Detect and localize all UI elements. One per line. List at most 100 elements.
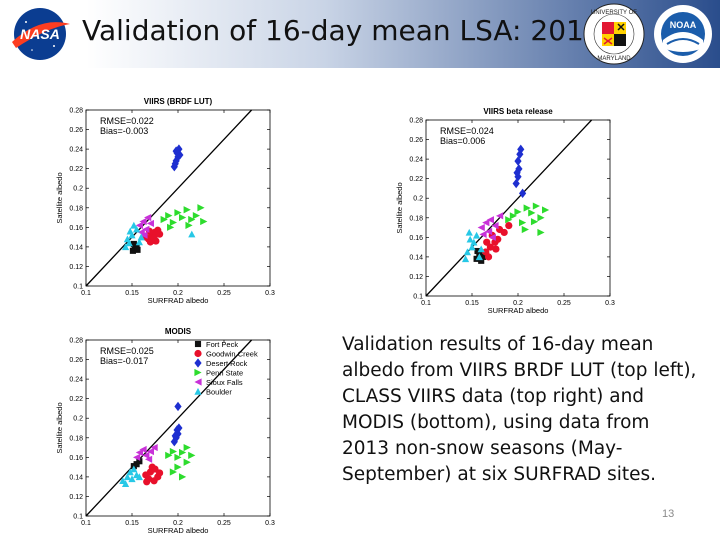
plot-area [425, 119, 611, 297]
data-point [486, 216, 494, 224]
y-tick-label: 0.28 [69, 108, 83, 115]
data-point [505, 216, 513, 224]
data-point [174, 463, 182, 471]
data-point [134, 246, 141, 253]
y-tick-label: 0.18 [69, 435, 83, 442]
y-tick-label: 0.16 [69, 455, 83, 462]
y-tick-label: 0.16 [69, 225, 83, 232]
legend-label: Goodwin Creek [206, 350, 258, 359]
legend-label: Boulder [206, 388, 232, 397]
legend-marker [194, 387, 202, 395]
y-tick-label: 0.14 [69, 474, 83, 481]
data-point [156, 469, 164, 477]
y-tick-label: 0.22 [69, 396, 83, 403]
x-tick-label: 0.25 [217, 290, 231, 297]
data-point [188, 215, 196, 224]
data-point [496, 212, 504, 220]
data-point [136, 458, 143, 465]
data-point [171, 431, 179, 441]
figure-caption: Validation results of 16-day mean albedo… [342, 334, 697, 485]
data-point [479, 230, 487, 238]
series-goodwin-creek [142, 463, 164, 486]
data-point [150, 443, 158, 452]
series-fort-peck [129, 240, 141, 254]
y-tick-label: 0.26 [409, 137, 423, 144]
legend-marker [194, 368, 202, 377]
data-point [128, 231, 136, 239]
y-tick-label: 0.26 [69, 357, 83, 364]
data-point [483, 238, 491, 246]
data-point [144, 455, 153, 463]
x-axis-label: SURFRAD albedo [148, 526, 209, 535]
page-number: 13 [662, 508, 675, 520]
data-point [133, 453, 141, 461]
data-point [150, 477, 158, 485]
data-point [123, 473, 131, 481]
plot-area [85, 109, 271, 287]
data-point [121, 480, 130, 487]
data-point [130, 465, 138, 473]
y-tick-label: 0.1 [73, 284, 83, 291]
chart-title: VIIRS (BRDF LUT) [144, 97, 213, 106]
data-point [542, 206, 550, 214]
x-tick-label: 0.2 [173, 290, 183, 297]
x-tick-label: 0.3 [265, 520, 275, 527]
data-point [468, 243, 476, 251]
data-point [139, 217, 147, 226]
data-point [130, 221, 138, 229]
data-point [183, 443, 191, 452]
data-point [494, 235, 502, 243]
data-point [466, 235, 474, 243]
data-point [521, 225, 529, 234]
data-point [185, 221, 193, 229]
stat-label: RMSE=0.025 [100, 346, 154, 356]
one-to-one-line [85, 339, 253, 517]
data-point [174, 209, 182, 217]
y-tick-label: 0.2 [413, 196, 423, 203]
chart-title: VIIRS beta release [483, 107, 553, 116]
data-point [192, 212, 200, 220]
university-of-maryland-seal: UNIVERSITY OF MARYLAND [583, 3, 645, 65]
series-sioux-falls [135, 213, 154, 239]
y-tick-label: 0.2 [73, 186, 83, 193]
legend-marker [194, 349, 202, 358]
y-tick-label: 0.1 [73, 514, 83, 521]
stat-label: RMSE=0.024 [440, 126, 494, 136]
data-point [179, 448, 187, 457]
data-point [148, 463, 156, 471]
y-tick-label: 0.1 [413, 294, 423, 301]
series-boulder [121, 221, 196, 251]
data-point [528, 209, 536, 217]
data-point [188, 451, 196, 459]
data-point [474, 247, 481, 255]
data-point [135, 473, 143, 481]
chart-viirs-beta-release: VIIRS beta release 0.1 0.12 0.14 0.16 0.18 0.2… [395, 107, 615, 314]
data-point [179, 213, 187, 222]
y-tick-label: 0.14 [409, 254, 423, 261]
y-tick-label: 0.24 [69, 377, 83, 384]
x-tick-label: 0.15 [125, 520, 139, 527]
y-tick-label: 0.2 [73, 416, 83, 423]
data-point [125, 239, 133, 247]
data-point [519, 188, 527, 199]
data-point [135, 448, 143, 457]
data-point [174, 401, 182, 412]
series-penn-state [160, 204, 208, 231]
y-axis-label: Satellite albedo [395, 182, 404, 233]
data-point [174, 453, 182, 461]
x-tick-label: 0.15 [465, 300, 479, 307]
data-point [183, 458, 191, 466]
stat-label: Bias=-0.003 [100, 126, 148, 136]
x-tick-label: 0.15 [125, 290, 139, 297]
data-point [121, 243, 130, 251]
data-point [197, 204, 205, 212]
data-point [139, 445, 147, 454]
y-axis-label: Satellite albedo [55, 402, 64, 453]
page-title: Validation of 16-day mean LSA: 2013 [82, 14, 602, 47]
data-point [478, 257, 485, 264]
data-point [176, 150, 184, 160]
chart-title: MODIS [165, 327, 192, 336]
data-point [183, 206, 191, 214]
data-point [486, 243, 494, 251]
y-axis-label: Satellite albedo [55, 172, 64, 223]
